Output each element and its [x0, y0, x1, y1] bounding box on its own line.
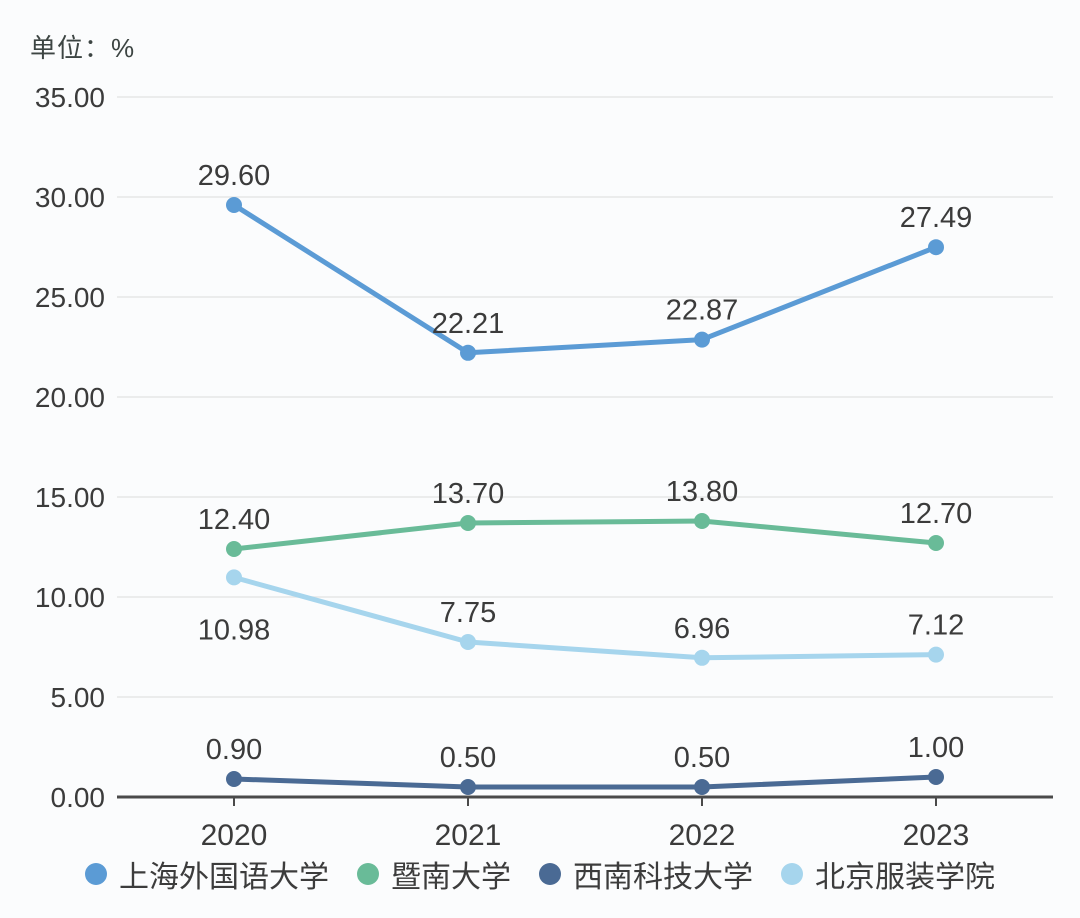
- legend-label: 北京服装学院: [815, 861, 995, 894]
- legend-label: 西南科技大学: [573, 861, 753, 894]
- legend-item-3[interactable]: 北京服装学院: [781, 852, 995, 896]
- data-label: 13.70: [432, 478, 505, 510]
- data-point[interactable]: [460, 634, 476, 650]
- y-axis-tick-label: 25.00: [35, 282, 105, 313]
- data-label: 7.12: [908, 610, 964, 642]
- data-point[interactable]: [694, 779, 710, 795]
- data-point[interactable]: [928, 646, 944, 663]
- data-label: 12.70: [900, 498, 973, 530]
- data-point[interactable]: [694, 649, 710, 666]
- y-axis-tick-label: 10.00: [35, 582, 105, 613]
- data-point[interactable]: [460, 779, 476, 795]
- data-label: 10.98: [198, 614, 271, 646]
- x-axis-label: 2021: [435, 819, 502, 852]
- data-label: 1.00: [908, 732, 964, 764]
- y-axis-tick-label: 15.00: [35, 482, 105, 513]
- legend-item-2[interactable]: 西南科技大学: [539, 852, 753, 896]
- x-axis-label: 2020: [201, 819, 268, 852]
- legend-marker-icon: [357, 863, 379, 885]
- data-point[interactable]: [694, 331, 710, 348]
- series-line-1: [231, 518, 939, 552]
- data-point[interactable]: [460, 344, 476, 361]
- legend-marker-icon: [781, 863, 803, 885]
- y-axis-tick-label: 30.00: [35, 182, 105, 213]
- legend-label: 上海外国语大学: [119, 861, 329, 894]
- data-point[interactable]: [928, 239, 944, 256]
- data-point[interactable]: [928, 535, 944, 551]
- chart-legend: 上海外国语大学 暨南大学 西南科技大学 北京服装学院: [0, 852, 1080, 896]
- legend-item-1[interactable]: 暨南大学: [357, 852, 511, 896]
- legend-marker-icon: [539, 863, 561, 885]
- data-point[interactable]: [460, 515, 476, 531]
- data-label: 27.49: [900, 202, 973, 234]
- data-label: 22.87: [666, 295, 739, 327]
- data-point[interactable]: [226, 197, 242, 213]
- data-point[interactable]: [226, 541, 242, 557]
- data-label: 12.40: [198, 504, 271, 536]
- y-axis-tick-label: 0.00: [51, 782, 106, 813]
- y-axis-tick-label: 35.00: [35, 82, 105, 113]
- data-label: 0.50: [674, 742, 730, 774]
- data-label: 7.75: [440, 597, 496, 629]
- legend-item-0[interactable]: 上海外国语大学: [85, 852, 329, 896]
- data-label: 22.21: [432, 308, 505, 340]
- data-label: 13.80: [666, 476, 739, 508]
- y-axis-tick-label: 5.00: [51, 682, 106, 713]
- data-point[interactable]: [226, 569, 242, 586]
- y-axis-tick-label: 20.00: [35, 382, 105, 413]
- data-label: 0.90: [206, 734, 262, 766]
- data-label: 29.60: [198, 160, 271, 192]
- legend-label: 暨南大学: [391, 861, 511, 894]
- data-point[interactable]: [226, 771, 242, 787]
- data-point[interactable]: [694, 513, 710, 529]
- data-point[interactable]: [928, 769, 944, 785]
- data-label: 6.96: [674, 613, 730, 645]
- data-label: 0.50: [440, 742, 496, 774]
- unit-label: 单位：%: [30, 33, 136, 63]
- x-axis-label: 2023: [903, 819, 970, 852]
- series-line-3: [231, 574, 939, 661]
- series-line-2: [231, 774, 939, 790]
- legend-marker-icon: [85, 863, 107, 885]
- x-axis-label: 2022: [669, 819, 736, 852]
- series-line-0: [231, 202, 939, 356]
